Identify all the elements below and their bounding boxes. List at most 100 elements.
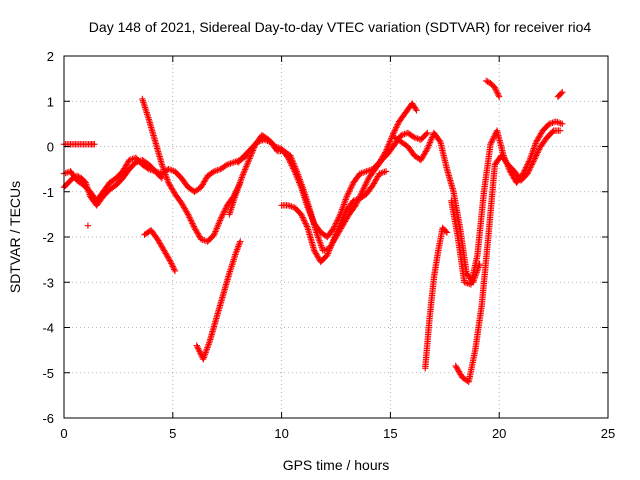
- data-point: [490, 133, 498, 140]
- data-point: [484, 78, 491, 85]
- data-point: [344, 191, 351, 198]
- data-point: [91, 141, 98, 148]
- data-point: [166, 257, 174, 264]
- data-point: [75, 173, 82, 180]
- y-tick-label: 2: [47, 49, 54, 64]
- data-point: [170, 264, 177, 272]
- x-axis-label: GPS time / hours: [283, 457, 390, 473]
- y-tick-label: 0: [47, 140, 54, 155]
- data-point: [559, 89, 566, 96]
- data-point: [169, 263, 176, 270]
- x-tick-label: 25: [601, 426, 615, 441]
- data-point: [84, 222, 92, 229]
- data-point: [222, 162, 230, 169]
- data-point: [340, 212, 348, 220]
- data-point: [348, 182, 356, 189]
- data-point: [443, 229, 451, 236]
- y-tick-label: -5: [42, 366, 54, 381]
- data-point: [496, 93, 503, 100]
- data-point: [524, 170, 531, 177]
- data-point: [171, 267, 179, 275]
- data-point: [442, 228, 450, 235]
- data-point: [394, 121, 401, 128]
- data-point: [535, 147, 542, 155]
- y-tick-label: 1: [47, 94, 54, 109]
- data-point: [221, 208, 228, 215]
- data-point: [337, 218, 345, 226]
- data-point: [392, 125, 399, 133]
- data-point: [302, 220, 309, 227]
- data-point: [494, 90, 501, 97]
- data-point: [188, 218, 195, 226]
- data-point: [221, 206, 229, 214]
- data-point: [359, 187, 367, 194]
- data-point: [534, 149, 541, 156]
- data-point: [528, 161, 536, 168]
- data-point: [529, 159, 536, 167]
- data-point: [345, 188, 353, 195]
- data-point: [525, 168, 532, 176]
- data-point: [184, 211, 192, 218]
- data-point: [363, 177, 371, 185]
- data-point: [300, 217, 308, 224]
- data-point: [340, 214, 347, 221]
- data-point: [187, 217, 195, 224]
- data-point: [171, 266, 178, 273]
- data-point: [526, 165, 533, 173]
- data-point: [300, 215, 307, 223]
- x-tick-label: 20: [492, 426, 506, 441]
- data-points: [60, 77, 566, 385]
- data-point: [391, 127, 398, 134]
- y-tick-label: -6: [42, 411, 54, 426]
- data-point: [489, 136, 496, 143]
- data-point: [70, 174, 78, 181]
- data-point: [409, 133, 417, 140]
- data-point: [361, 184, 368, 191]
- data-point: [196, 348, 203, 355]
- data-point: [532, 152, 540, 159]
- y-tick-label: -3: [42, 275, 54, 290]
- chart-title: Day 148 of 2021, Sidereal Day-to-day VTE…: [89, 19, 592, 35]
- data-point: [187, 215, 194, 223]
- data-point: [193, 342, 200, 349]
- data-point: [559, 120, 566, 128]
- data-point: [362, 181, 369, 188]
- data-point: [184, 209, 191, 217]
- data-point: [532, 153, 539, 161]
- data-point: [530, 158, 537, 165]
- data-point: [493, 87, 500, 94]
- data-point: [413, 107, 420, 114]
- data-point: [495, 92, 502, 99]
- data-point: [390, 130, 397, 137]
- data-point: [299, 214, 306, 221]
- data-point: [298, 212, 306, 220]
- axis-ticks: [63, 55, 609, 419]
- data-point: [555, 119, 563, 126]
- data-point: [436, 137, 443, 144]
- data-point: [492, 85, 499, 93]
- data-point: [194, 345, 202, 352]
- data-point: [360, 185, 367, 192]
- data-point: [423, 146, 430, 154]
- data-point: [301, 218, 309, 226]
- data-point: [490, 135, 497, 142]
- data-point: [533, 150, 541, 158]
- data-point: [218, 214, 225, 221]
- data-point: [393, 124, 400, 131]
- data-point: [219, 211, 227, 218]
- data-point: [303, 223, 311, 230]
- data-point: [337, 220, 344, 227]
- data-point: [195, 346, 203, 354]
- data-point: [342, 209, 349, 217]
- data-point: [488, 139, 495, 146]
- data-point: [382, 168, 390, 175]
- data-point: [343, 193, 351, 200]
- data-point: [531, 155, 538, 162]
- data-point: [527, 162, 535, 170]
- data-point: [168, 260, 175, 267]
- data-point: [186, 214, 193, 221]
- data-point: [363, 179, 370, 186]
- data-point: [535, 146, 543, 153]
- y-tick-labels: -6 -5 -4 -3 -2 -1 0 1 2: [42, 49, 54, 426]
